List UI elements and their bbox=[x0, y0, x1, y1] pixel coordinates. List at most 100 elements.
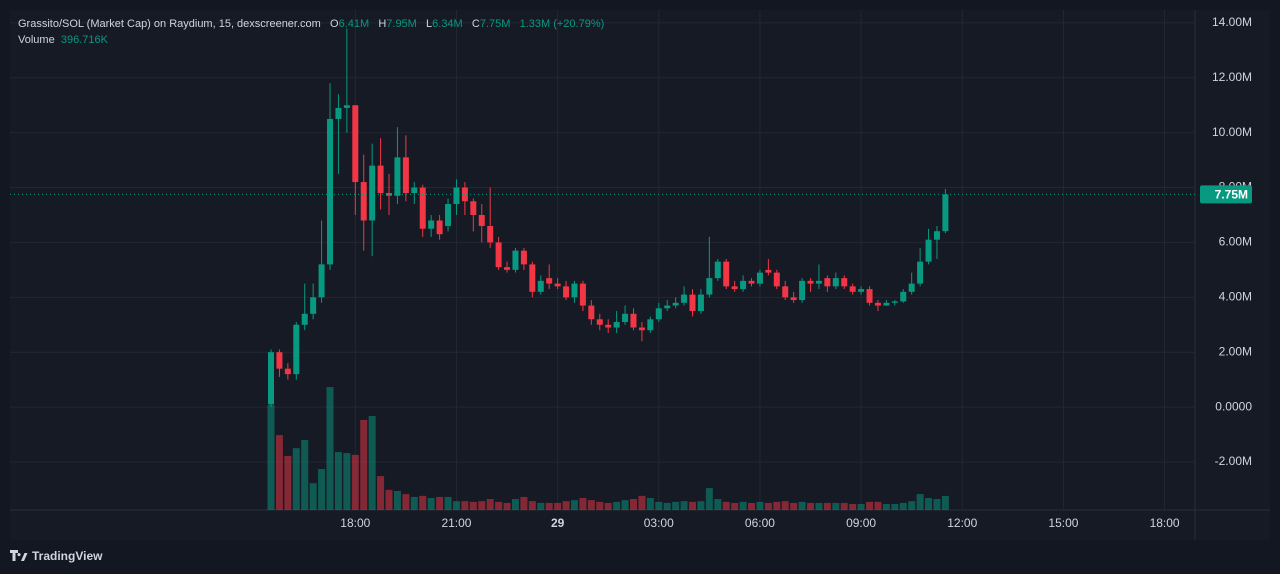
candle-body bbox=[647, 319, 654, 331]
y-tick-label: 6.00M bbox=[1219, 235, 1252, 249]
candle-body bbox=[402, 157, 409, 194]
volume-bar bbox=[697, 501, 705, 510]
volume-bar bbox=[495, 501, 503, 510]
candle-body bbox=[638, 327, 645, 331]
volume-bar bbox=[908, 501, 916, 510]
volume-bar bbox=[309, 483, 317, 510]
candle-body bbox=[377, 165, 384, 194]
volume-bar bbox=[318, 469, 326, 510]
legend-row: Volume 396.716K bbox=[18, 32, 604, 48]
candle-body bbox=[470, 201, 477, 215]
volume-bar bbox=[410, 496, 418, 510]
candle-body bbox=[495, 242, 502, 268]
candle-body bbox=[697, 294, 704, 312]
candle-body bbox=[765, 269, 772, 273]
candle-body bbox=[849, 286, 856, 292]
volume-bar bbox=[486, 499, 494, 510]
candle-body bbox=[790, 297, 797, 301]
candle-body bbox=[369, 165, 376, 221]
candle-body bbox=[478, 214, 485, 226]
candle-body bbox=[756, 272, 763, 284]
volume-bar bbox=[857, 503, 865, 510]
candle-body bbox=[529, 264, 536, 292]
volume-bar bbox=[343, 453, 351, 510]
volume-bar bbox=[823, 502, 831, 510]
volume-bar bbox=[604, 502, 612, 510]
volume-bar bbox=[326, 387, 334, 510]
volume-bar bbox=[301, 440, 309, 510]
volume-bar bbox=[478, 501, 486, 510]
candle-body bbox=[436, 220, 443, 235]
y-tick-label: 0.0000 bbox=[1215, 399, 1252, 413]
volume-bar bbox=[579, 497, 587, 510]
candle-body bbox=[276, 352, 283, 369]
x-tick-label: 21:00 bbox=[441, 516, 471, 530]
candle-body bbox=[630, 313, 637, 328]
volume-bar bbox=[469, 501, 477, 510]
candle-body bbox=[866, 289, 873, 303]
volume-bar bbox=[941, 495, 949, 510]
candle-body bbox=[411, 187, 418, 194]
candle-body bbox=[925, 239, 932, 262]
volume-bar bbox=[663, 502, 671, 510]
volume-bar bbox=[689, 501, 696, 510]
volume-bar bbox=[393, 490, 401, 510]
candle-body bbox=[419, 187, 426, 229]
candle-body bbox=[352, 105, 359, 183]
volume-bar bbox=[528, 501, 536, 510]
candle-body bbox=[689, 294, 696, 312]
candle-body bbox=[301, 313, 308, 325]
volume-bar bbox=[452, 501, 460, 510]
candle-body bbox=[360, 182, 367, 221]
volume-bar bbox=[503, 502, 511, 510]
legend-volume: 396.716K bbox=[60, 34, 108, 46]
volume-bar bbox=[570, 500, 578, 510]
volume-bar bbox=[554, 502, 562, 510]
candle-body bbox=[933, 231, 940, 240]
legend-close: 7.75M bbox=[479, 18, 511, 30]
volume-bar bbox=[756, 501, 764, 510]
volume-bar bbox=[899, 502, 907, 510]
candle-body bbox=[672, 302, 679, 306]
volume-bar bbox=[638, 495, 646, 510]
x-tick-label: 09:00 bbox=[846, 516, 876, 530]
legend-change: 1.33M (+20.79%) bbox=[519, 18, 605, 30]
candle-body bbox=[706, 278, 713, 295]
candle-body bbox=[537, 280, 544, 292]
y-tick-label: 12.00M bbox=[1212, 70, 1252, 84]
volume-bar bbox=[925, 497, 933, 510]
legend-open-label: O bbox=[330, 18, 339, 30]
volume-bar bbox=[562, 501, 570, 510]
volume-bar bbox=[284, 455, 292, 510]
x-tick-label: 29 bbox=[551, 516, 565, 530]
candle-body bbox=[461, 187, 468, 202]
volume-bar bbox=[731, 502, 739, 510]
volume-bar bbox=[798, 501, 806, 510]
volume-bar bbox=[882, 503, 890, 510]
y-tick-label: 4.00M bbox=[1219, 289, 1252, 303]
y-tick-label: 14.00M bbox=[1212, 15, 1252, 29]
candle-body bbox=[327, 118, 334, 265]
volume-bar bbox=[655, 501, 663, 510]
candle-body bbox=[900, 291, 907, 302]
volume-bar bbox=[351, 454, 359, 510]
volume-bar bbox=[385, 489, 393, 510]
volume-bar bbox=[739, 501, 747, 510]
legend-low-label: L bbox=[426, 18, 433, 30]
candle-body bbox=[596, 319, 603, 325]
volume-bar bbox=[427, 497, 435, 510]
candle-body bbox=[335, 107, 342, 119]
candle-body bbox=[554, 283, 561, 287]
x-tick-label: 18:00 bbox=[1150, 516, 1180, 530]
volume-bar bbox=[537, 502, 545, 510]
candle-body bbox=[908, 283, 915, 292]
candle-body bbox=[343, 105, 350, 108]
legend-high: 7.95M bbox=[386, 18, 417, 30]
legend-row: Grassito/SOL (Market Cap) on Raydium, 15… bbox=[18, 16, 604, 32]
volume-bar bbox=[680, 501, 688, 510]
volume-bar bbox=[596, 501, 604, 510]
candle-body bbox=[807, 280, 814, 284]
x-tick-label: 06:00 bbox=[745, 516, 775, 530]
watermark: TradingView bbox=[32, 549, 103, 563]
